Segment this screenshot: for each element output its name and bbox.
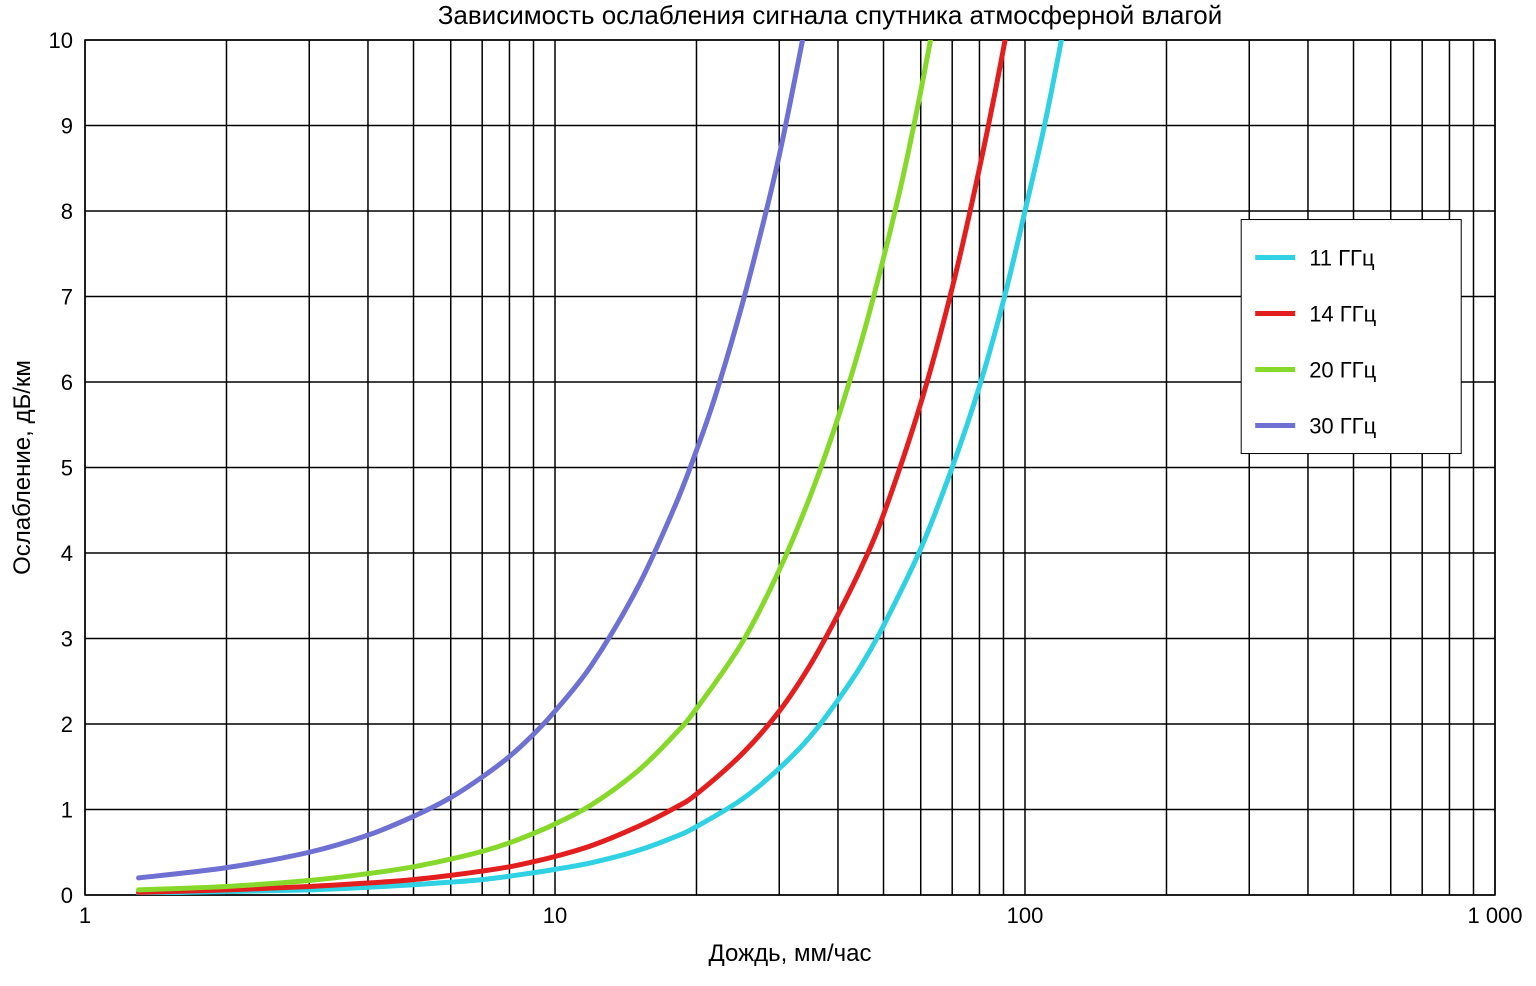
x-tick-label: 1 — [79, 903, 91, 928]
grid — [85, 40, 1495, 895]
legend-label: 11 ГГц — [1309, 246, 1375, 271]
x-axis-label: Дождь, мм/час — [708, 940, 871, 967]
attenuation-chart: 1101001 000012345678910Зависимость ослаб… — [0, 0, 1536, 986]
y-tick-label: 4 — [61, 541, 73, 566]
y-tick-label: 8 — [61, 199, 73, 224]
y-tick-label: 1 — [61, 798, 73, 823]
chart-svg: 1101001 000012345678910Зависимость ослаб… — [0, 0, 1536, 986]
y-tick-label: 9 — [61, 114, 73, 139]
series-20-ГГц — [139, 0, 992, 890]
x-tick-label: 10 — [543, 903, 567, 928]
series-group — [139, 0, 1167, 893]
series-14-ГГц — [139, 0, 1094, 892]
x-tick-label: 100 — [1007, 903, 1044, 928]
y-tick-label: 3 — [61, 627, 73, 652]
y-tick-label: 6 — [61, 370, 73, 395]
legend: 11 ГГц 14 ГГц 20 ГГц 30 ГГц — [1241, 220, 1461, 454]
y-tick-label: 10 — [49, 28, 73, 53]
legend-label: 20 ГГц — [1309, 358, 1376, 383]
y-tick-label: 5 — [61, 456, 73, 481]
y-axis-label: Ослабление, дБ/км — [9, 360, 36, 575]
chart-title: Зависимость ослабления сигнала спутника … — [438, 0, 1223, 30]
legend-label: 30 ГГц — [1309, 414, 1376, 439]
legend-label: 14 ГГц — [1309, 302, 1376, 327]
x-tick-label: 1 000 — [1467, 903, 1522, 928]
y-tick-label: 7 — [61, 285, 73, 310]
y-tick-label: 0 — [61, 883, 73, 908]
y-tick-label: 2 — [61, 712, 73, 737]
series-30-ГГц — [139, 0, 884, 878]
